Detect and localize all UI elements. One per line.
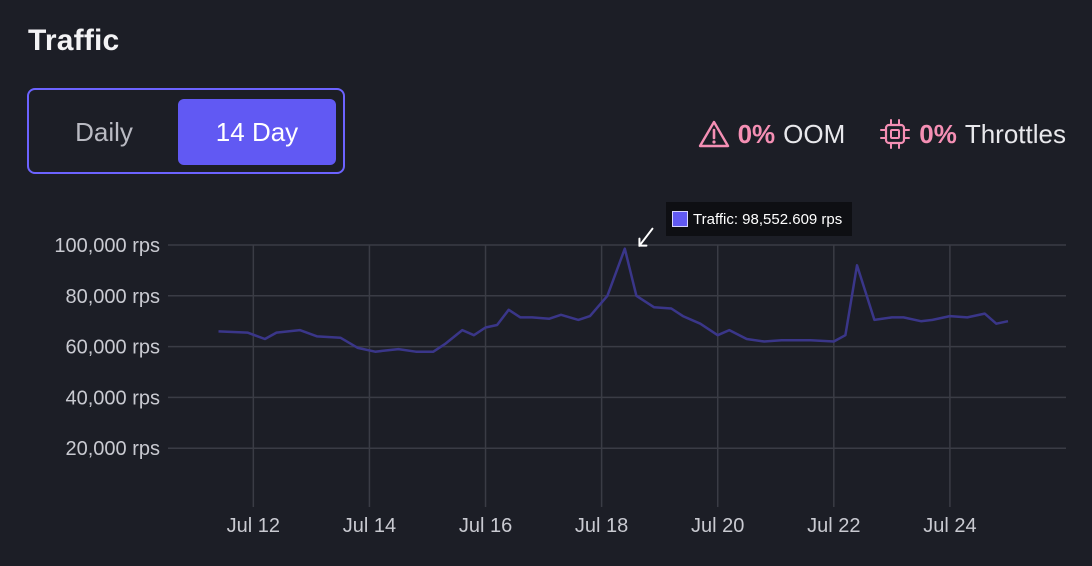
data-point — [832, 340, 836, 344]
data-point — [460, 328, 464, 332]
throttles-label: Throttles — [964, 118, 1066, 149]
cpu-chip-icon — [880, 119, 911, 149]
data-point — [762, 340, 766, 344]
data-point — [716, 333, 720, 337]
data-point — [1006, 319, 1010, 323]
oom-label: OOM — [783, 118, 846, 149]
data-point — [530, 315, 534, 319]
data-point — [727, 328, 731, 332]
data-point — [698, 322, 702, 326]
data-point — [356, 346, 360, 350]
y-tick-label: 60,000 rps — [65, 337, 160, 359]
data-point — [443, 342, 447, 346]
x-tick-label: Jul 24 — [923, 515, 976, 537]
y-tick-label: 100,000 rps — [54, 235, 160, 257]
traffic-chart[interactable]: 20,000 rps 40,000 rps 60,000 rps 80,000 rps… — [0, 195, 1092, 566]
x-tick-label: Jul 12 — [227, 515, 280, 537]
data-point — [745, 337, 749, 341]
data-point — [484, 326, 488, 330]
data-point — [396, 347, 400, 351]
data-point — [605, 294, 609, 298]
data-point — [518, 315, 522, 319]
tab-14-day[interactable]: 14 Day — [178, 99, 336, 165]
x-tick-label: Jul 18 — [575, 515, 628, 537]
data-point — [948, 314, 952, 318]
data-point — [931, 318, 935, 322]
metrics-summary: 0% OOM 0% Throttles — [664, 116, 1066, 152]
data-point — [902, 315, 906, 319]
tooltip-arrowhead — [638, 237, 648, 247]
data-point — [780, 338, 784, 342]
data-point — [315, 334, 319, 338]
data-point — [338, 336, 342, 340]
tooltip-arrow — [638, 227, 654, 247]
data-point — [634, 294, 638, 298]
data-point — [373, 350, 377, 354]
range-toggle: Daily 14 Day — [27, 88, 345, 174]
x-tick-label: Jul 14 — [343, 515, 396, 537]
page-title: Traffic — [28, 24, 120, 57]
x-tick-label: Jul 20 — [691, 515, 744, 537]
data-point — [472, 333, 476, 337]
metric-oom: 0% OOM — [698, 118, 846, 150]
data-point — [872, 318, 876, 322]
data-point — [983, 312, 987, 316]
chart-tooltip: Traffic: 98,552.609 rps — [666, 202, 853, 236]
data-point — [431, 350, 435, 354]
data-point — [890, 315, 894, 319]
data-point — [652, 305, 656, 309]
data-point — [855, 263, 859, 267]
y-tick-label: 80,000 rps — [65, 286, 160, 308]
data-point — [919, 319, 923, 323]
data-point — [495, 323, 499, 327]
y-tick-label: 40,000 rps — [65, 387, 160, 409]
traffic-series-line — [218, 247, 1009, 353]
data-point — [669, 307, 673, 311]
data-point — [507, 308, 511, 312]
data-point — [623, 247, 627, 251]
oom-value: 0% — [737, 118, 776, 149]
data-point — [809, 338, 813, 342]
tooltip-text: Traffic: 98,552.609 rps — [693, 210, 843, 228]
data-point — [385, 348, 389, 352]
warning-triangle-icon — [698, 120, 729, 148]
data-point — [994, 322, 998, 326]
data-point — [681, 314, 685, 318]
data-point — [576, 318, 580, 322]
y-tick-label: 20,000 rps — [65, 438, 160, 460]
data-point — [843, 333, 847, 337]
metric-throttles: 0% Throttles — [879, 118, 1066, 150]
throttles-value: 0% — [919, 118, 957, 149]
data-point — [547, 317, 551, 321]
data-point — [965, 315, 969, 319]
tooltip-swatch — [672, 211, 688, 227]
data-point — [588, 314, 592, 318]
data-point — [559, 313, 563, 317]
data-point — [246, 331, 250, 335]
data-point — [275, 331, 279, 335]
data-point — [263, 337, 267, 341]
data-point — [414, 350, 418, 354]
data-point — [298, 328, 302, 332]
x-tick-label: Jul 16 — [459, 515, 512, 537]
x-tick-label: Jul 22 — [807, 515, 860, 537]
data-point — [217, 329, 221, 333]
tab-daily[interactable]: Daily — [75, 117, 133, 147]
